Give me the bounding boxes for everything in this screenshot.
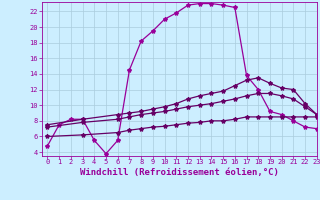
X-axis label: Windchill (Refroidissement éolien,°C): Windchill (Refroidissement éolien,°C) [80,168,279,177]
